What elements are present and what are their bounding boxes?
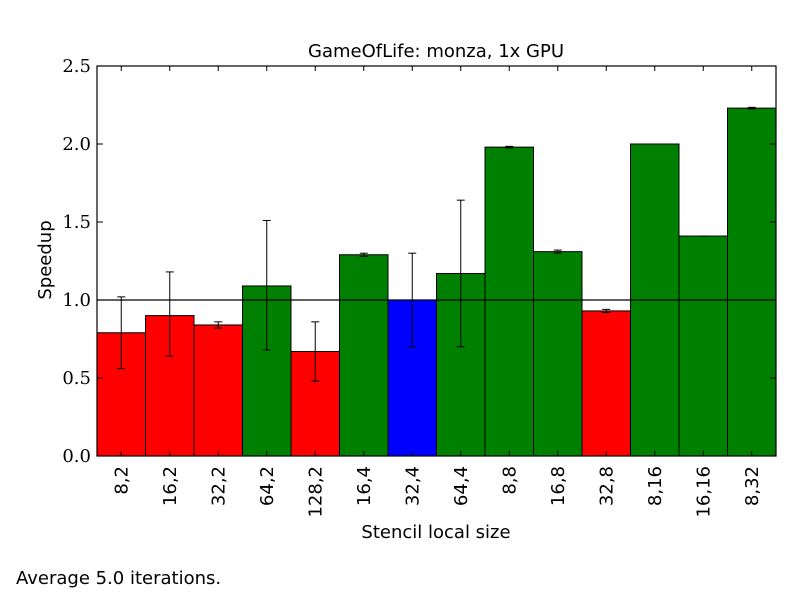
x-tick-label: 8,8 <box>499 466 520 495</box>
x-tick-label: 64,2 <box>257 466 278 506</box>
y-tick-label: 2.0 <box>62 134 91 155</box>
x-tick-label: 16,16 <box>693 466 714 518</box>
error-bar-16-8 <box>553 249 562 254</box>
x-axis-ticks: 8,2 16,2 32,2 64,2 128,2 16,4 32,4 64,4 8,8 16,8 3… <box>111 66 763 518</box>
x-tick-label: 16,8 <box>548 466 569 506</box>
x-tick-label: 32,8 <box>596 466 617 506</box>
x-tick-label: 8,2 <box>111 466 132 495</box>
x-tick-label: 64,4 <box>451 466 472 506</box>
error-bar-64-2 <box>262 219 271 351</box>
y-tick-label: 1.5 <box>62 212 91 233</box>
error-bar-64-4 <box>456 199 465 348</box>
x-tick-label: 128,2 <box>305 466 326 518</box>
error-bar-32-8 <box>602 308 611 313</box>
x-axis-label: Stencil local size <box>361 522 510 543</box>
y-tick-label: 1.0 <box>62 290 91 311</box>
error-bar-32-2 <box>214 321 223 329</box>
plot-frame <box>96 65 777 457</box>
bar-8-32 <box>727 107 777 457</box>
error-bar-8-2 <box>117 296 126 370</box>
iterations-note: Average 5.0 iterations. <box>16 568 222 589</box>
bar-32-8 <box>581 310 631 457</box>
chart-title: GameOfLife: monza, 1x GPU <box>308 41 564 62</box>
error-bar-16-4 <box>359 252 368 257</box>
y-tick-label: 0.0 <box>62 446 91 467</box>
y-axis-label: Speedup <box>35 220 56 299</box>
x-tick-label: 16,4 <box>354 466 375 506</box>
bar-16-8 <box>533 251 583 457</box>
bar-16-16 <box>678 235 728 457</box>
x-tick-label: 8,16 <box>645 466 666 506</box>
y-tick-label: 2.5 <box>62 56 91 77</box>
error-bar-16-2 <box>165 271 174 357</box>
error-bar-128-2 <box>311 321 320 382</box>
error-bars-group <box>117 106 756 382</box>
bar-8-8 <box>484 146 534 457</box>
error-bar-8-32 <box>747 106 756 110</box>
x-tick-label: 16,2 <box>160 466 181 506</box>
bars-group <box>96 107 777 457</box>
y-axis-ticks: 0.0 0.5 1.0 1.5 2.0 2.5 <box>62 56 776 467</box>
error-bar-8-8 <box>505 145 514 149</box>
x-tick-label: 8,32 <box>742 466 763 506</box>
y-tick-label: 0.5 <box>62 368 91 389</box>
x-tick-label: 32,2 <box>208 466 229 506</box>
bar-32-2 <box>193 324 243 457</box>
bar-16-4 <box>339 254 389 457</box>
x-tick-label: 32,4 <box>402 466 423 506</box>
